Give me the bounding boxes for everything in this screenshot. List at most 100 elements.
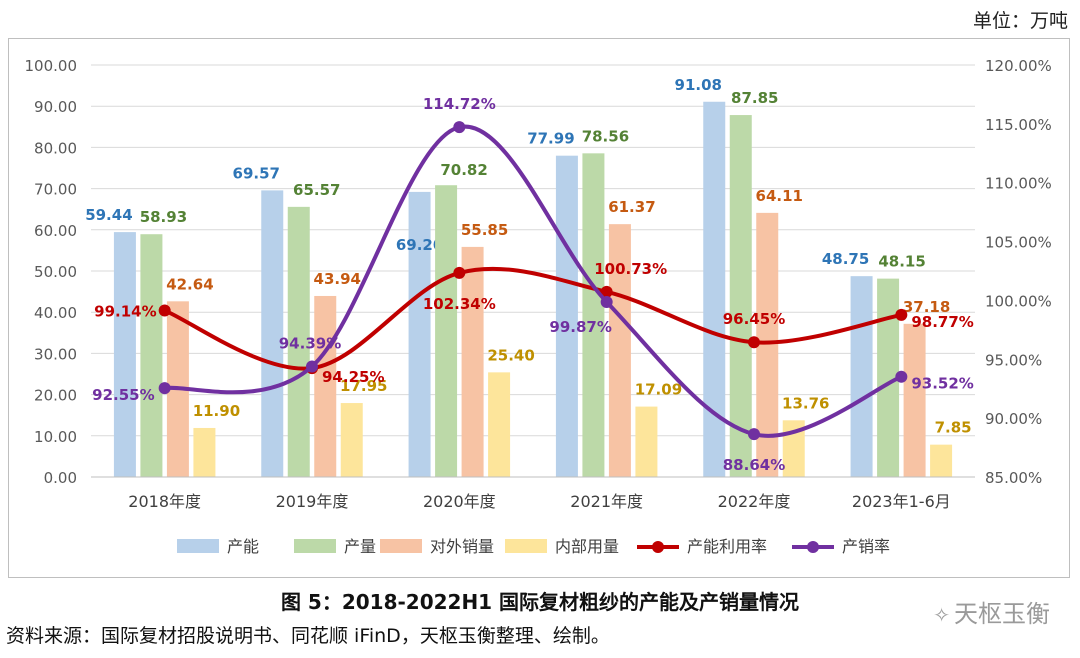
x-tick-label: 2018年度 [128,492,201,511]
bar-data-label: 65.57 [293,181,340,199]
bar-data-label: 43.94 [314,270,361,288]
bar-data-label: 61.37 [608,198,655,216]
line-point [306,360,318,373]
bar-data-label: 48.15 [878,253,925,271]
legend-swatch [505,539,547,553]
line-data-label: 93.52% [911,375,973,393]
y-left-tick-label: 70.00 [34,181,77,199]
line-point [895,308,908,321]
y-left-tick-label: 10.00 [34,428,77,446]
bar-4 [488,372,511,477]
legend-label: 产能 [227,537,259,556]
line-point [158,382,171,395]
bar-data-label: 55.85 [461,221,508,239]
bar-data-label: 87.85 [731,89,778,107]
bar-3 [756,212,779,477]
bar-data-label: 91.08 [675,76,722,94]
bar-data-label: 37.18 [903,298,950,316]
bar-3 [461,246,484,477]
legend-swatch [177,539,219,553]
line-point [748,428,760,441]
line-data-label: 100.73% [594,260,667,278]
line-point [453,266,466,279]
legend-marker [807,541,819,553]
bar-data-label: 64.11 [756,187,803,205]
bar-data-label: 58.93 [140,208,187,226]
x-tick-label: 2020年度 [423,492,496,511]
bar-1 [555,155,578,477]
bar-data-label: 42.64 [166,275,213,293]
bar-3 [314,295,337,477]
legend-label: 产量 [344,537,376,556]
bar-data-label: 48.75 [822,250,869,268]
bar-2 [877,278,900,477]
bar-data-label: 59.44 [85,206,132,224]
bar-data-label: 17.09 [635,381,682,399]
y-left-tick-label: 90.00 [34,98,77,116]
unit-label: 单位：万吨 [972,10,1068,32]
bar-data-label: 78.56 [582,127,629,145]
bar-2 [582,153,605,477]
y-left-tick-label: 40.00 [34,304,77,322]
y-right-tick-label: 95.00% [985,351,1042,369]
watermark: ✧ 天枢玉衡 [933,594,1050,629]
bar-data-label: 69.57 [233,164,280,182]
bar-data-label: 77.99 [527,130,574,148]
bar-3 [608,224,631,477]
line-capacity-utilization [162,266,904,371]
x-tick-label: 2019年度 [276,492,349,511]
y-left-tick-label: 80.00 [34,139,77,157]
line-data-label: 94.25% [322,368,384,386]
y-left-tick-label: 20.00 [34,387,77,405]
legend-label: 产能利用率 [687,537,767,556]
line-point [895,370,908,383]
line-point [748,336,760,349]
chart-frame: 0.00 10.00 20.00 30.00 40.00 50.00 60.00 70.00 8… [8,38,1070,578]
y-right-tick-label: 120.00% [985,57,1052,75]
x-tick-label: 2021年度 [570,492,643,511]
x-tick-label: 2023年1-6月 [852,492,951,511]
bar-1 [408,191,431,477]
y-left-tick-label: 100.00 [25,57,78,75]
line-data-label: 102.34% [423,295,496,313]
bar-2 [287,206,310,477]
bar-data-label: 25.40 [487,346,534,364]
combo-chart: 0.00 10.00 20.00 30.00 40.00 50.00 60.00 70.00 8… [25,57,1052,556]
line-data-label: 99.14% [94,303,156,321]
bar-2 [435,185,458,477]
y-left-tick-label: 0.00 [44,469,77,487]
bar-2 [729,115,752,478]
y-right-tick-label: 100.00% [985,292,1052,310]
bar-1 [261,190,284,478]
bar-1 [703,101,726,477]
y-left-tick-label: 30.00 [34,345,77,363]
bar-data-label: 69.20 [396,236,443,254]
bar-2 [140,234,163,477]
line-data-label: 94.39% [279,334,341,352]
line-data-label: 98.77% [911,313,973,331]
line-point [453,121,466,134]
y-right-tick-label: 85.00% [985,469,1042,487]
y-left-tick-label: 50.00 [34,263,77,281]
bar-4 [340,403,363,477]
line-point [600,285,613,298]
legend-swatch [294,539,336,553]
bar-data-label: 13.76 [782,394,829,412]
watermark-text: 天枢玉衡 [954,600,1050,628]
line-data-label: 96.45% [723,310,785,328]
bar-1 [850,276,873,477]
bar-3 [903,323,926,477]
bar-4 [930,444,953,477]
line-point [158,304,171,317]
y-right-tick-label: 110.00% [985,175,1052,193]
y-right-tick-label: 115.00% [985,116,1052,134]
y-right-tick-label: 105.00% [985,234,1052,252]
bar-data-label: 11.90 [193,402,240,420]
legend-label: 对外销量 [430,537,494,556]
y-right-tick-label: 90.00% [985,410,1042,428]
bar-data-label: 7.85 [935,419,972,437]
line-data-label: 92.55% [92,386,154,404]
bar-1 [113,232,136,477]
legend-label: 产销率 [842,537,890,556]
line-data-label: 99.87% [549,318,611,336]
